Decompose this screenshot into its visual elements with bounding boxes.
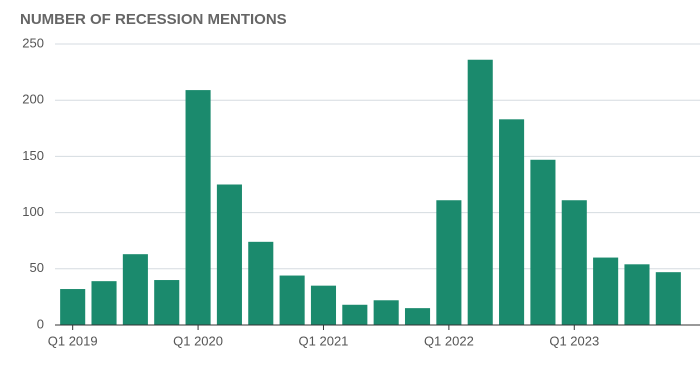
y-tick-label: 0 xyxy=(37,316,44,331)
y-tick-label: 250 xyxy=(22,35,44,50)
y-tick-label: 150 xyxy=(22,148,44,163)
bar xyxy=(60,289,86,325)
bar xyxy=(655,272,681,325)
bar xyxy=(248,241,274,325)
x-tick-label: Q1 2019 xyxy=(48,333,98,348)
bar xyxy=(216,184,242,325)
bar xyxy=(342,304,368,325)
bar xyxy=(404,308,431,325)
bar xyxy=(373,300,399,325)
bar xyxy=(279,275,305,325)
x-tick-label: Q1 2022 xyxy=(424,333,474,348)
bar xyxy=(593,257,619,325)
chart-title: NUMBER OF RECESSION MENTIONS xyxy=(20,11,287,28)
bar xyxy=(91,281,117,325)
y-tick-label: 100 xyxy=(22,204,44,219)
bar xyxy=(467,59,493,326)
bar xyxy=(436,200,462,325)
bar xyxy=(185,90,211,325)
y-tick-label: 200 xyxy=(22,92,44,107)
bar xyxy=(624,264,650,325)
bar xyxy=(310,285,337,325)
bar xyxy=(530,159,556,325)
y-tick-label: 50 xyxy=(30,260,44,275)
x-tick-label: Q1 2023 xyxy=(549,333,599,348)
bar xyxy=(122,254,148,325)
x-tick-label: Q1 2020 xyxy=(173,333,223,348)
x-tick-label: Q1 2021 xyxy=(299,333,349,348)
bar xyxy=(499,119,525,325)
bar xyxy=(561,200,587,325)
bar xyxy=(154,280,180,325)
